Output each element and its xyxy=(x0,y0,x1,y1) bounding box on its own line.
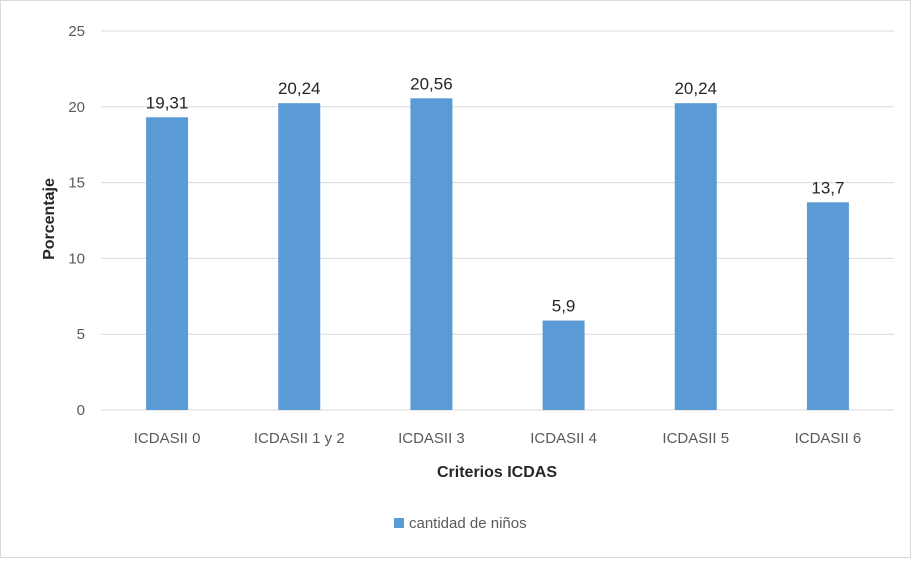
y-tick-label: 25 xyxy=(68,23,85,40)
bar xyxy=(410,98,453,411)
data-label: 13,7 xyxy=(811,178,844,197)
x-axis-title: Criterios ICDAS xyxy=(437,464,557,481)
data-label: 20,24 xyxy=(278,79,321,98)
x-axis-categories: ICDASII 0 ICDASII 1 y 2 ICDASII 3 ICDASII 4… xyxy=(134,430,862,447)
x-category-label: ICDASII 6 xyxy=(795,430,862,447)
y-axis-ticks: 0 5 10 15 20 25 xyxy=(68,23,85,419)
gridlines xyxy=(101,30,894,411)
y-tick-label: 10 xyxy=(68,250,85,267)
y-tick-label: 20 xyxy=(68,99,85,116)
bars xyxy=(146,98,849,411)
x-category-label: ICDASII 3 xyxy=(398,430,465,447)
y-tick-label: 15 xyxy=(68,175,85,192)
legend-swatch xyxy=(394,518,404,528)
bar xyxy=(278,103,321,411)
y-tick-label: 0 xyxy=(77,402,85,419)
x-category-label: ICDASII 0 xyxy=(134,430,201,447)
data-label: 20,24 xyxy=(674,79,717,98)
data-label: 20,56 xyxy=(410,74,453,93)
data-labels: 19,31 20,24 20,56 5,9 20,24 13,7 xyxy=(146,74,845,315)
x-category-label: ICDASII 1 y 2 xyxy=(254,430,345,447)
y-tick-label: 5 xyxy=(77,326,85,343)
bar xyxy=(806,202,849,410)
data-label: 5,9 xyxy=(552,297,576,316)
x-category-label: ICDASII 5 xyxy=(662,430,729,447)
bar xyxy=(542,320,585,410)
bar xyxy=(146,117,189,410)
bar xyxy=(674,103,717,411)
data-label: 19,31 xyxy=(146,93,189,112)
y-axis-title: Porcentaje xyxy=(41,178,58,260)
x-category-label: ICDASII 4 xyxy=(530,430,597,447)
legend-label: cantidad de niños xyxy=(409,515,527,532)
legend: cantidad de niños xyxy=(394,515,527,532)
